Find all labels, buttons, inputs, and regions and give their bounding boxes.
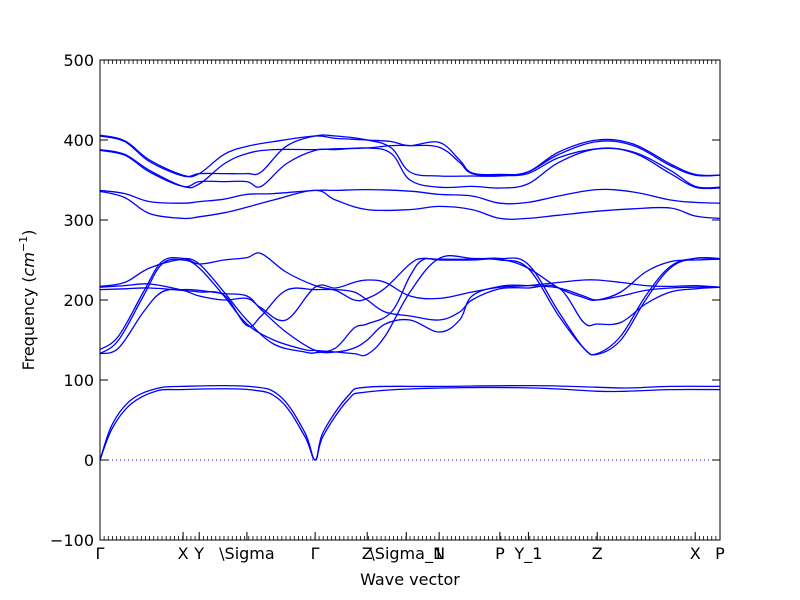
y-tick-label: 500 [63,51,94,70]
x-tick-label: P [495,544,505,563]
x-tick-label: Y_1 [513,544,542,564]
x-tick-label: \Sigma [219,544,275,563]
y-axis-ticks: −100 0 100 200 300 400 500 [50,51,720,550]
y-axis-label-exponent: −1 [17,236,30,252]
y-tick-label: 200 [63,291,94,310]
x-tick-label: Γ [96,544,105,563]
x-axis-label: Wave vector [360,570,460,589]
x-tick-label: P [715,544,725,563]
series-line-10 [99,189,721,220]
series-line-4 [99,256,721,356]
x-tick-label: Z [592,544,603,563]
series-line-9 [99,188,721,205]
x-axis-ticks: Γ X Y \Sigma Γ Z\Sigma_1N P Y_1 Z X P [96,532,725,564]
x-tick-label: Γ [311,544,320,563]
x-tick-label: Y [193,544,204,563]
y-tick-label: 300 [63,211,94,230]
x-tick-label: \Sigma_1 [369,544,443,564]
y-axis-label: Frequency (cm−1) [17,230,38,371]
x-tick-label: X [690,544,701,563]
minor-ticks [99,60,721,540]
y-axis-label-close: ) [19,230,38,236]
y-tick-label: −100 [50,531,94,550]
series-line-5 [99,252,721,302]
y-tick-label: 400 [63,131,94,150]
y-tick-label: 0 [84,451,94,470]
y-axis-label-unit: cm [19,252,38,276]
x-tick-label: N [433,544,445,563]
x-tick-label: Z [362,544,373,563]
y-tick-label: 100 [63,371,94,390]
series-line-3 [99,255,721,357]
x-tick-label: X [178,544,189,563]
series-line-2 [99,386,721,461]
series-line-8 [99,284,721,355]
series-line-14 [99,147,721,190]
series-line-13 [99,134,721,178]
series-line-6 [99,279,721,322]
dispersion-series [99,134,721,461]
y-axis-label-text: Frequency ( [19,276,38,370]
plot-area [99,134,721,461]
